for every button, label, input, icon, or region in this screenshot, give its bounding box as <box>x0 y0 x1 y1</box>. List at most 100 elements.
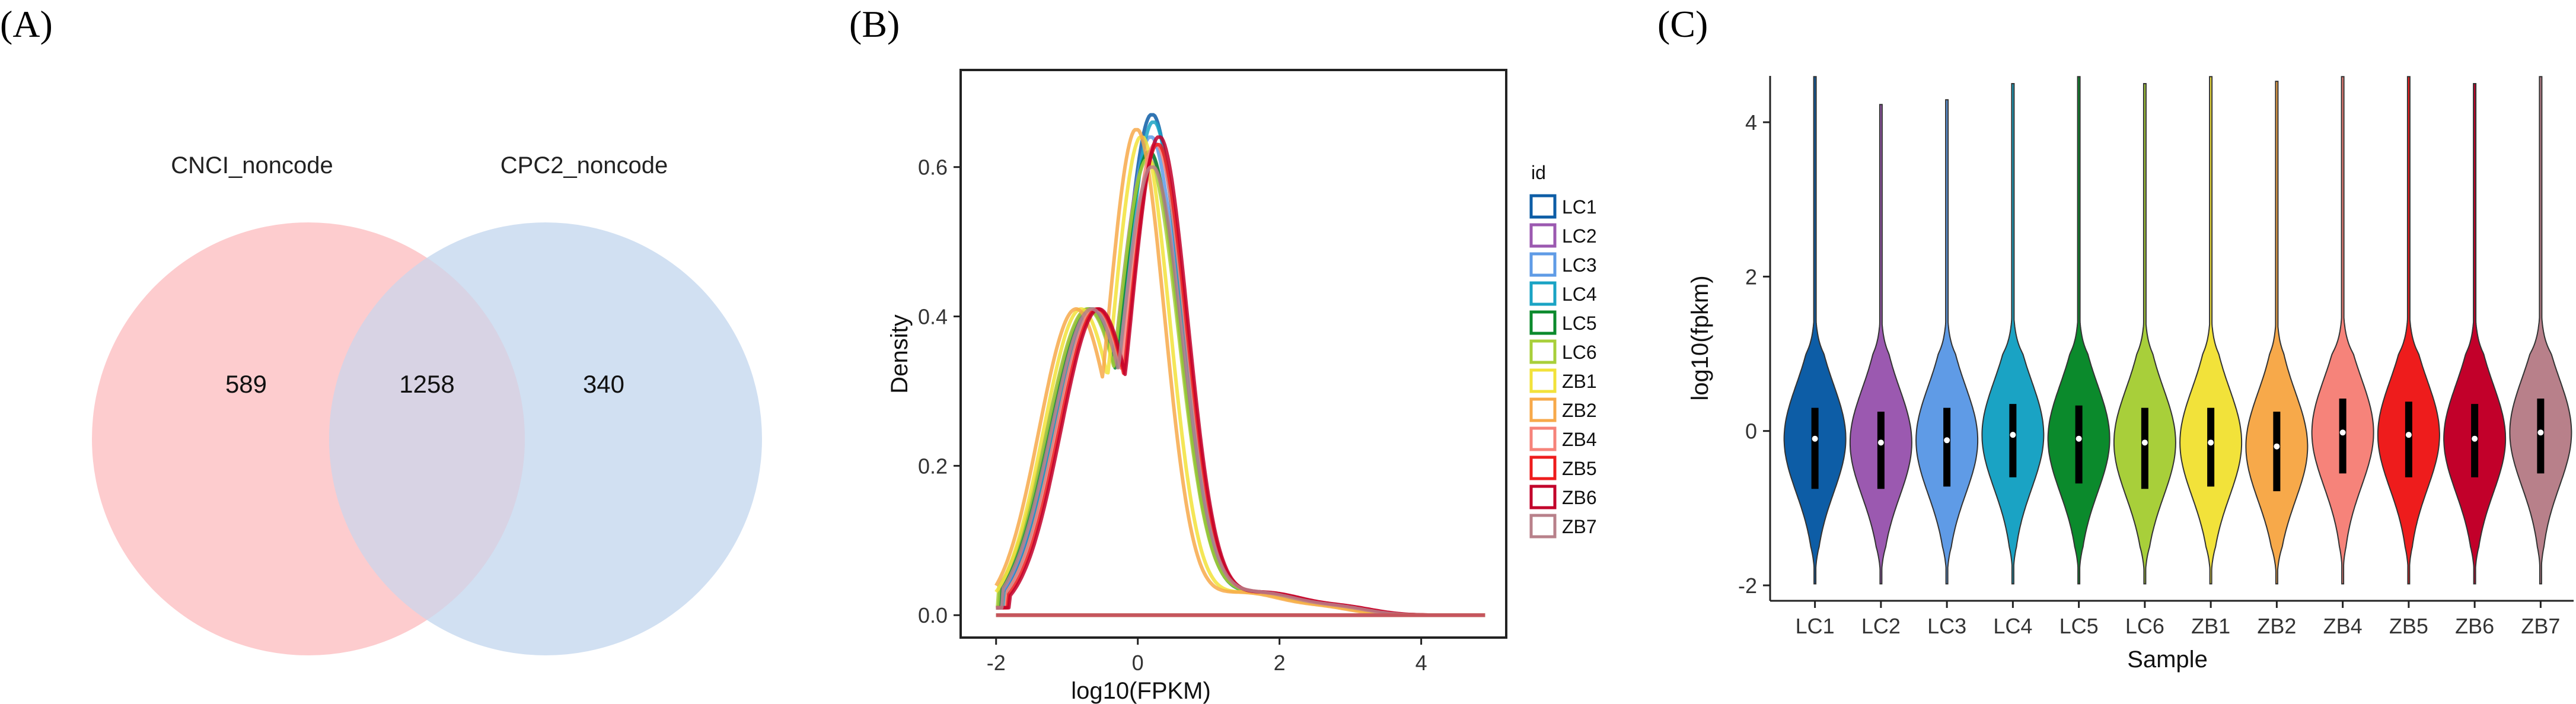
legend-label-zb4: ZB4 <box>1562 429 1597 450</box>
legend-swatch-lc3 <box>1529 252 1557 277</box>
violin-zb1 <box>2179 76 2243 585</box>
density-legend: LC1 LC2 LC3 LC4 LC5 LC6 ZB1 ZB2 ZB4 ZB5 ZB6 ZB7 <box>1529 194 1597 539</box>
violin-box-lc6 <box>2141 407 2148 489</box>
violin-zb4 <box>2311 76 2374 585</box>
violin-box-lc5 <box>2075 405 2083 484</box>
violin-x-tick-label: ZB6 <box>2455 614 2494 638</box>
violin-lc4 <box>1981 83 2045 585</box>
legend-swatch-lc1 <box>1529 194 1557 219</box>
violin-box-zb5 <box>2405 402 2412 477</box>
violin-x-tick-label: ZB7 <box>2521 614 2560 638</box>
density-y-tick-label: 0.0 <box>918 603 948 627</box>
violin-x-tick-label: LC5 <box>2059 614 2099 638</box>
legend-swatch-lc5 <box>1529 310 1557 335</box>
legend-title: id <box>1531 162 1546 183</box>
density-y-tick-label: 0.4 <box>918 305 948 329</box>
violin-median-zb5 <box>2405 432 2412 438</box>
legend-swatch-zb1 <box>1529 368 1557 393</box>
violin-lc5 <box>2047 76 2110 585</box>
violin-box-lc3 <box>1943 407 1951 487</box>
density-y-label: Density <box>887 314 913 393</box>
violin-median-lc1 <box>1812 435 1818 442</box>
violin-x-tick-label: LC6 <box>2125 614 2164 638</box>
venn-left-count: 589 <box>225 370 267 398</box>
violin-series <box>1783 76 2572 585</box>
violin-median-lc6 <box>2141 439 2148 446</box>
violin-x-tick-label: ZB5 <box>2389 614 2428 638</box>
violin-x-axis: LC1 LC2 LC3 LC4 LC5 LC6 ZB1 ZB2 ZB4 ZB5 ZB6 ZB7 <box>1796 601 2560 638</box>
legend-label-zb5: ZB5 <box>1562 458 1597 479</box>
violin-zb5 <box>2377 76 2440 585</box>
violin-median-zb4 <box>2339 429 2346 436</box>
venn-left-label: CNCI_noncode <box>171 152 333 179</box>
density-y-tick-label: 0.2 <box>918 454 948 478</box>
density-y-tick-label: 0.6 <box>918 155 948 180</box>
venn-both-count: 1258 <box>399 370 454 398</box>
legend-swatch-lc6 <box>1529 339 1557 364</box>
violin-box-lc2 <box>1877 412 1885 489</box>
density-x-axis: -2 0 2 4 <box>987 638 1427 675</box>
violin-lc3 <box>1915 99 1979 585</box>
legend-label-lc6: LC6 <box>1562 342 1597 363</box>
violin-median-zb2 <box>2274 443 2280 450</box>
legend-swatch-lc2 <box>1529 223 1557 248</box>
legend-label-zb1: ZB1 <box>1562 371 1597 392</box>
violin-y-tick-label: -2 <box>1738 574 1757 598</box>
legend-label-lc1: LC1 <box>1562 196 1597 218</box>
violin-zb2 <box>2245 81 2309 585</box>
panel-b-label: (B) <box>849 3 900 45</box>
legend-swatch-zb6 <box>1529 485 1557 509</box>
violin-y-label: log10(fpkm) <box>1687 275 1713 400</box>
density-x-tick-label: 4 <box>1415 651 1427 675</box>
violin-zb6 <box>2443 83 2507 585</box>
violin-lc6 <box>2113 83 2176 585</box>
violin-x-tick-label: LC3 <box>1927 614 1966 638</box>
legend-label-zb6: ZB6 <box>1562 487 1597 508</box>
legend-swatch-zb2 <box>1529 397 1557 422</box>
violin-box-zb4 <box>2339 399 2347 474</box>
violin-median-lc3 <box>1944 437 1950 444</box>
violin-x-tick-label: LC4 <box>1993 614 2032 638</box>
violin-box-zb2 <box>2273 412 2281 492</box>
legend-swatch-lc4 <box>1529 281 1557 306</box>
violin-box-zb1 <box>2207 407 2215 487</box>
violin-y-axis: -2 0 2 4 <box>1738 110 1770 598</box>
violin-median-zb6 <box>2472 435 2478 442</box>
panel-b-density: (B) 0.0 0.2 0.4 0.6 -2 0 2 4 log10(FPKM) Densi… <box>849 3 1597 704</box>
density-x-tick-label: -2 <box>987 651 1006 675</box>
violin-median-lc5 <box>2076 435 2082 442</box>
violin-zb7 <box>2509 76 2572 585</box>
violin-x-tick-label: LC2 <box>1861 614 1901 638</box>
panel-a-label: (A) <box>0 3 53 45</box>
violin-y-tick-label: 2 <box>1745 265 1757 289</box>
violin-lc2 <box>1849 104 1912 585</box>
violin-box-zb7 <box>2537 399 2545 474</box>
density-series <box>994 113 1485 617</box>
density-y-axis: 0.0 0.2 0.4 0.6 <box>918 155 961 627</box>
density-plot-frame <box>959 69 1507 639</box>
violin-median-lc2 <box>1877 439 1884 446</box>
violin-x-tick-label: ZB2 <box>2257 614 2296 638</box>
venn-right-count: 340 <box>583 370 624 398</box>
violin-y-tick-label: 4 <box>1745 110 1757 135</box>
panel-c-label: (C) <box>1657 3 1708 45</box>
density-x-tick-label: 0 <box>1132 651 1144 675</box>
legend-swatch-zb4 <box>1529 426 1557 451</box>
violin-x-label: Sample <box>2127 646 2208 673</box>
density-x-label: log10(FPKM) <box>1071 678 1211 704</box>
violin-x-tick-label: ZB1 <box>2191 614 2230 638</box>
legend-label-zb2: ZB2 <box>1562 400 1597 421</box>
legend-label-lc5: LC5 <box>1562 313 1597 334</box>
violin-y-tick-label: 0 <box>1745 419 1757 444</box>
legend-label-lc4: LC4 <box>1562 283 1597 305</box>
violin-box-lc1 <box>1811 407 1819 489</box>
legend-label-zb7: ZB7 <box>1562 516 1597 537</box>
venn-intersection <box>329 257 525 620</box>
legend-label-lc3: LC3 <box>1562 254 1597 276</box>
violin-x-tick-label: LC1 <box>1796 614 1835 638</box>
venn-right-label: CPC2_noncode <box>500 152 668 179</box>
violin-x-tick-label: ZB4 <box>2323 614 2363 638</box>
legend-swatch-zb5 <box>1529 455 1557 480</box>
violin-median-lc4 <box>2010 432 2016 438</box>
